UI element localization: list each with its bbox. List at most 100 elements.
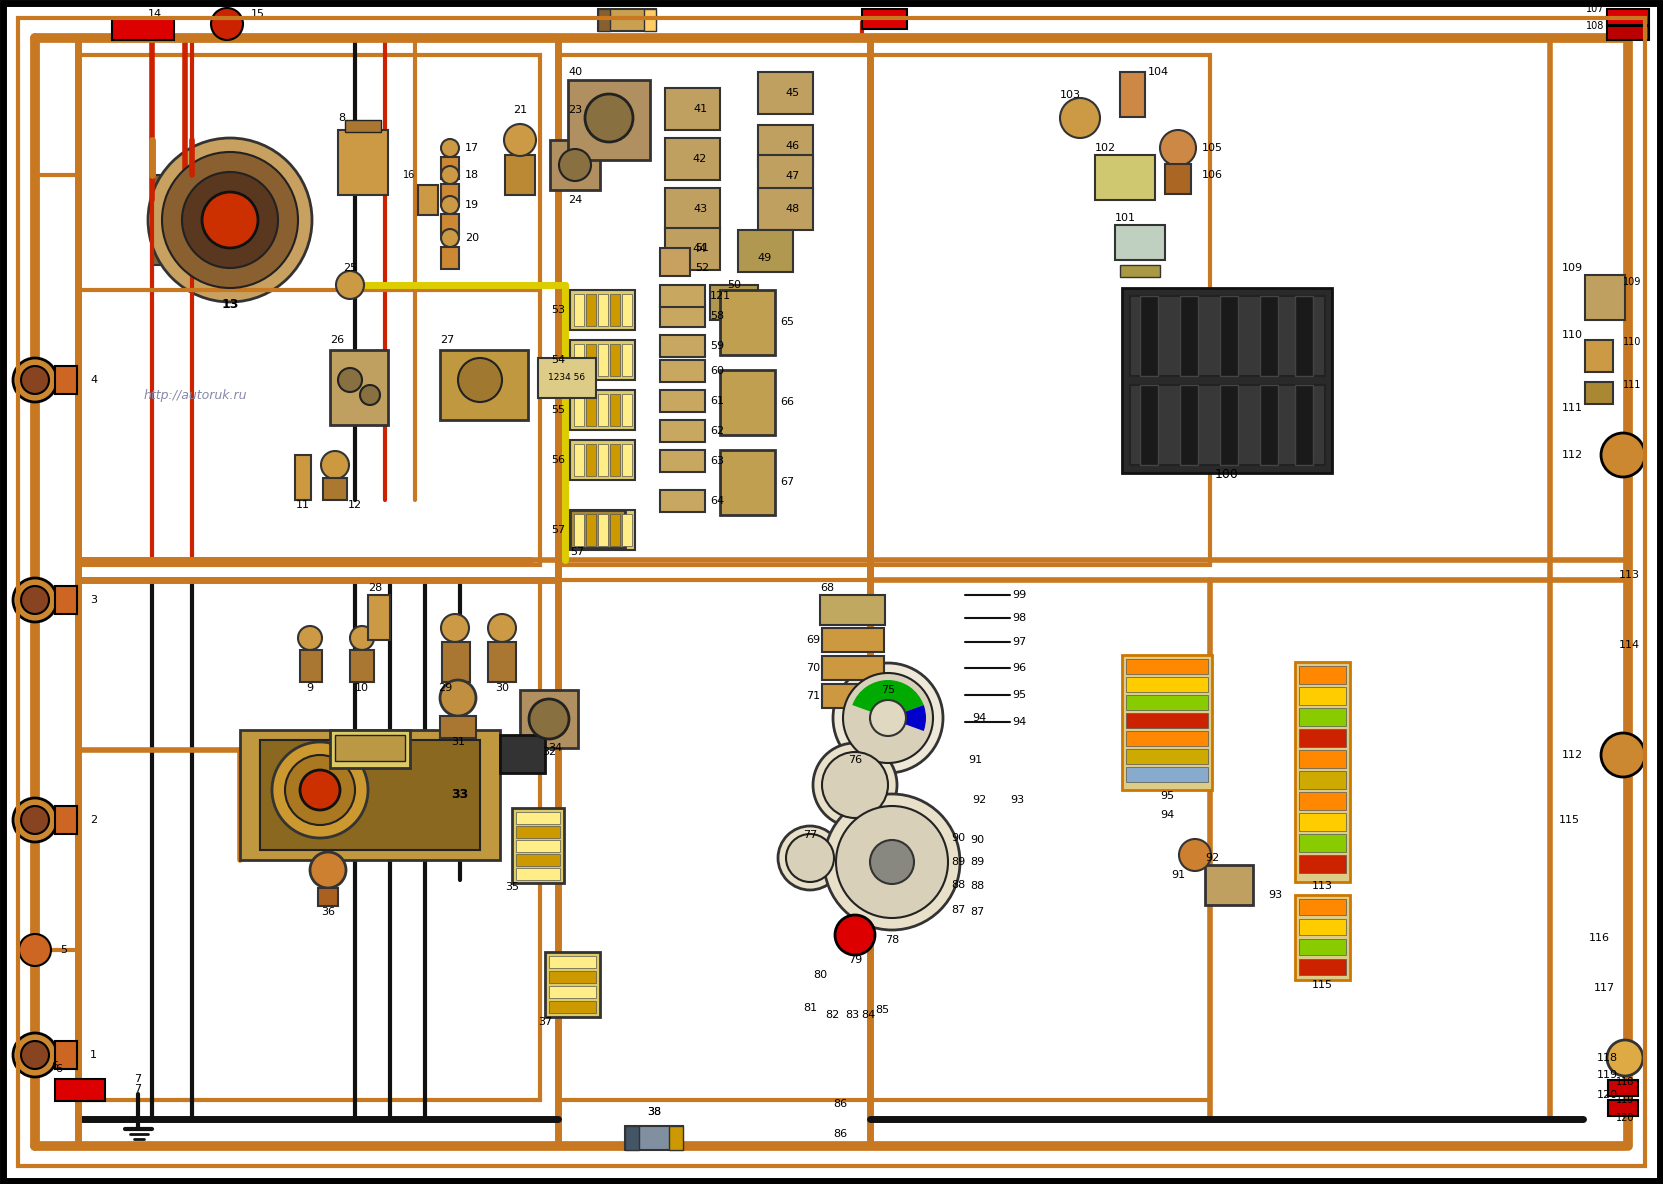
Circle shape (22, 1041, 48, 1069)
Text: 27: 27 (441, 335, 454, 345)
Bar (625, 1126, 683, 1150)
Text: 66: 66 (780, 397, 793, 407)
Text: 106: 106 (1202, 170, 1222, 180)
Text: 84: 84 (861, 1010, 875, 1019)
Bar (1295, 662, 1350, 882)
Text: 63: 63 (710, 456, 723, 466)
Bar (549, 986, 595, 998)
Text: 79: 79 (848, 955, 861, 965)
Text: 119: 119 (1616, 1095, 1635, 1105)
Bar (599, 9, 610, 31)
Bar (660, 390, 705, 412)
Circle shape (441, 229, 459, 247)
Circle shape (1601, 733, 1645, 777)
Bar (516, 812, 560, 824)
Bar (625, 1126, 639, 1150)
Text: 60: 60 (710, 366, 723, 377)
Circle shape (359, 385, 381, 405)
Text: 110: 110 (1562, 330, 1583, 340)
Bar (78, 54, 540, 565)
Bar (570, 290, 635, 330)
Circle shape (273, 742, 368, 838)
Circle shape (22, 366, 48, 394)
Bar (665, 139, 720, 180)
Text: 80: 80 (813, 970, 827, 980)
Text: 7: 7 (135, 1085, 141, 1094)
Bar (1261, 296, 1277, 377)
Bar (318, 888, 338, 906)
Circle shape (870, 700, 906, 736)
Text: 94: 94 (1159, 810, 1174, 821)
Bar (1261, 385, 1277, 465)
Bar (622, 514, 632, 546)
Text: 43: 43 (693, 204, 707, 214)
Bar (599, 444, 609, 476)
Bar (441, 184, 459, 206)
Bar (1123, 655, 1212, 790)
Bar (1123, 288, 1332, 472)
Bar (1585, 382, 1613, 404)
Text: 42: 42 (693, 154, 707, 165)
Text: 35: 35 (506, 882, 519, 892)
Bar (545, 952, 600, 1017)
Bar (1299, 813, 1345, 831)
Circle shape (321, 451, 349, 480)
Bar (1299, 939, 1345, 955)
Text: 47: 47 (787, 170, 800, 181)
Bar (1299, 708, 1345, 726)
Text: 98: 98 (1013, 613, 1026, 623)
Text: 33: 33 (451, 789, 469, 802)
Bar (1606, 9, 1650, 25)
Bar (574, 345, 584, 377)
Bar (1299, 749, 1345, 768)
Text: 44: 44 (693, 244, 707, 255)
Circle shape (833, 663, 943, 773)
Text: 26: 26 (329, 335, 344, 345)
Circle shape (18, 934, 52, 966)
Bar (622, 444, 632, 476)
Bar (822, 684, 885, 708)
Bar (665, 88, 720, 130)
Bar (622, 345, 632, 377)
Bar (329, 350, 387, 425)
Bar (820, 596, 885, 625)
Text: 54: 54 (550, 355, 565, 365)
Bar (665, 188, 720, 230)
Wedge shape (888, 704, 926, 731)
Bar (660, 420, 705, 442)
Bar (151, 175, 229, 265)
Text: 115: 115 (1558, 815, 1580, 825)
Bar (1114, 225, 1166, 260)
Circle shape (1606, 1040, 1643, 1076)
Bar (55, 366, 76, 394)
Bar (1299, 919, 1345, 935)
Bar (585, 394, 595, 426)
Text: 31: 31 (451, 736, 466, 747)
Text: 70: 70 (807, 663, 820, 673)
Circle shape (835, 915, 875, 955)
Text: 30: 30 (496, 683, 509, 693)
Text: 52: 52 (695, 263, 708, 274)
Bar (758, 155, 813, 197)
Bar (550, 140, 600, 189)
Bar (660, 285, 705, 307)
Text: 25: 25 (343, 263, 358, 274)
Text: 78: 78 (885, 935, 900, 945)
Circle shape (309, 852, 346, 888)
Text: 29: 29 (437, 683, 452, 693)
Text: 3: 3 (90, 596, 96, 605)
Bar (1221, 296, 1237, 377)
Text: 94: 94 (1013, 718, 1026, 727)
Text: 7: 7 (135, 1074, 141, 1085)
Text: 12: 12 (348, 500, 363, 510)
Bar (1299, 959, 1345, 974)
Circle shape (487, 614, 516, 642)
Circle shape (299, 770, 339, 810)
Bar (1181, 296, 1197, 377)
Text: 23: 23 (569, 105, 582, 115)
Circle shape (441, 614, 469, 642)
Bar (822, 628, 885, 652)
Text: 96: 96 (1013, 663, 1026, 673)
Bar (585, 444, 595, 476)
Bar (516, 839, 560, 852)
